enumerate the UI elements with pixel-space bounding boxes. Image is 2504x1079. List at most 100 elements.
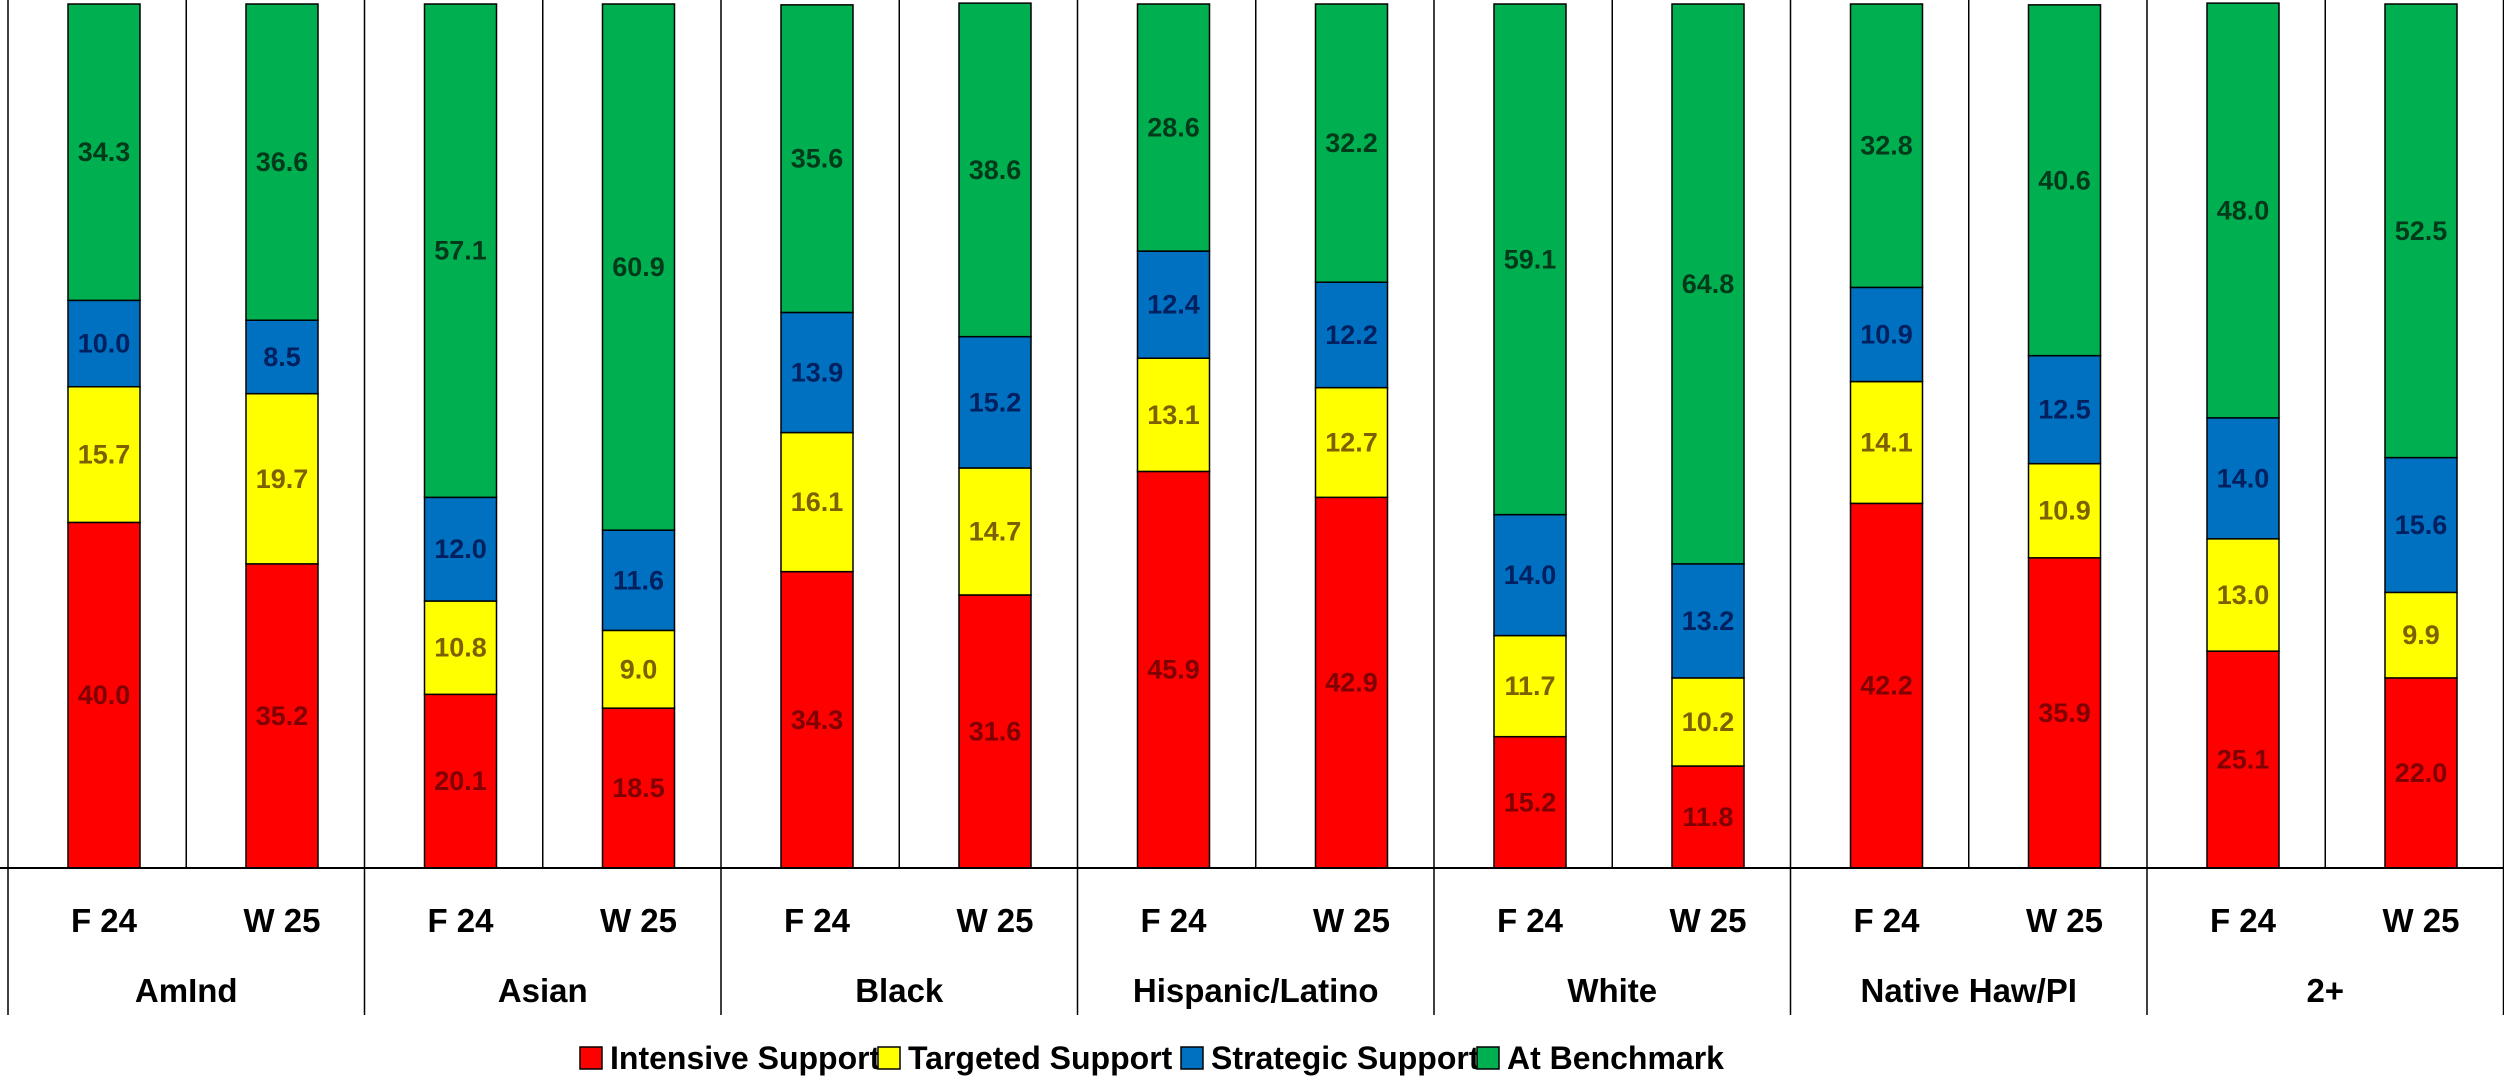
bar-segment: [780, 311, 854, 434]
data-label: 9.9: [2402, 620, 2440, 650]
bar-segment: [1136, 3, 1211, 252]
bar-segment: [1136, 357, 1211, 473]
data-label: 60.9: [612, 252, 665, 282]
bar-segment: [1493, 3, 1567, 516]
data-label: 32.8: [1860, 131, 1913, 161]
period-tick-label: W 25: [2382, 902, 2459, 939]
data-label: 64.8: [1682, 269, 1735, 299]
bar-segment: [601, 529, 676, 632]
data-label: 11.6: [613, 565, 664, 595]
bar-segment: [780, 570, 854, 869]
legend-swatch: [1180, 1046, 1204, 1070]
data-label: 18.5: [612, 773, 665, 803]
data-label: 16.1: [791, 487, 844, 517]
bar-segment: [1493, 634, 1567, 738]
data-label: 42.9: [1325, 668, 1378, 698]
bar-segment: [958, 2, 1032, 338]
bar-segment: [2027, 354, 2102, 465]
data-label: 12.0: [434, 534, 487, 564]
data-label: 19.7: [256, 464, 309, 494]
legend-entry: Strategic Support: [1211, 1040, 1480, 1076]
data-label: 10.2: [1682, 707, 1735, 737]
data-label: 10.9: [1860, 319, 1913, 349]
data-label: 8.5: [263, 342, 301, 372]
legend-swatch: [877, 1046, 901, 1070]
group-tick-label: Hispanic/Latino: [1133, 972, 1379, 1009]
period-tick-label: W 25: [956, 902, 1033, 939]
bar-segment: [423, 600, 498, 696]
period-tick-label: W 25: [1669, 902, 1746, 939]
data-label: 14.7: [969, 516, 1022, 546]
bar-segment: [245, 3, 319, 321]
data-label: 14.0: [2217, 463, 2270, 493]
period-tick-label: F 24: [1140, 902, 1207, 939]
data-label: 25.1: [2217, 745, 2270, 775]
bar-segment: [2206, 538, 2280, 652]
data-label: 15.7: [78, 440, 131, 470]
bar-segment: [958, 335, 1032, 469]
data-label: 10.9: [2038, 496, 2091, 526]
data-label: 48.0: [2217, 195, 2270, 225]
data-label: 13.0: [2217, 580, 2270, 610]
bar-segment: [1671, 677, 1745, 767]
bar-segment: [2384, 456, 2458, 594]
group-tick-label: White: [1567, 972, 1657, 1009]
data-label: 14.1: [1860, 427, 1913, 457]
bar-segment: [1314, 496, 1389, 869]
bar-segment: [1849, 380, 1924, 505]
bar-segment: [67, 521, 141, 869]
data-label: 34.3: [791, 705, 844, 735]
data-label: 38.6: [969, 155, 1022, 185]
bar-segment: [1671, 3, 1745, 565]
data-label: 35.2: [256, 701, 309, 731]
bar-segment: [958, 594, 1032, 869]
period-tick-label: W 25: [1313, 902, 1390, 939]
data-label: 13.2: [1682, 606, 1735, 636]
period-tick-label: W 25: [600, 902, 677, 939]
legend: Intensive Support Targeted Support Strateg…: [579, 1040, 1724, 1076]
bar-segment: [2027, 557, 2102, 869]
bar-segment: [2384, 677, 2458, 869]
data-label: 11.7: [1504, 671, 1555, 701]
data-label: 12.5: [2038, 395, 2091, 425]
legend-swatch: [1476, 1046, 1500, 1070]
data-label: 15.2: [969, 387, 1022, 417]
data-label: 28.6: [1147, 113, 1200, 143]
data-label: 35.6: [791, 144, 844, 174]
category-axis: F 24 W 25 F 24 W 25 F 24 W 25 F 24 W 25 F 24 W 25…: [0, 0, 2504, 1015]
bar-segment: [67, 386, 141, 524]
data-label: 10.8: [434, 633, 487, 663]
data-label: 14.0: [1504, 560, 1557, 590]
legend-entry: Targeted Support: [908, 1040, 1173, 1076]
bar-segment: [601, 3, 676, 531]
bar-segment: [2027, 4, 2102, 357]
data-label: 12.2: [1325, 320, 1378, 350]
period-tick-label: W 25: [243, 902, 320, 939]
data-label: 35.9: [2038, 698, 2091, 728]
bar-segment: [780, 4, 854, 314]
data-label: 31.6: [969, 716, 1022, 746]
data-label: 20.1: [434, 766, 487, 796]
data-label: 42.2: [1860, 671, 1913, 701]
bar-segment: [2206, 2, 2280, 419]
bar-segment: [1136, 250, 1211, 359]
data-label: 12.4: [1147, 290, 1200, 320]
data-label: 13.1: [1147, 400, 1200, 430]
bar-segment: [1493, 513, 1567, 637]
bar-segment: [423, 496, 498, 602]
bar-segment: [2384, 591, 2458, 679]
bar-segment: [1314, 3, 1389, 283]
data-label: 12.7: [1325, 427, 1378, 457]
group-tick-label: 2+: [2306, 972, 2344, 1009]
bar-segment: [780, 431, 854, 573]
period-tick-label: W 25: [2026, 902, 2103, 939]
data-label: 13.9: [791, 357, 844, 387]
data-label: 45.9: [1147, 655, 1200, 685]
data-label: 40.6: [2038, 165, 2091, 195]
data-label: 10.0: [78, 329, 131, 359]
bar-segment: [1314, 386, 1389, 499]
group-tick-label: Native Haw/PI: [1861, 972, 2077, 1009]
group-tick-label: AmInd: [135, 972, 238, 1009]
bar-segment: [423, 3, 498, 499]
